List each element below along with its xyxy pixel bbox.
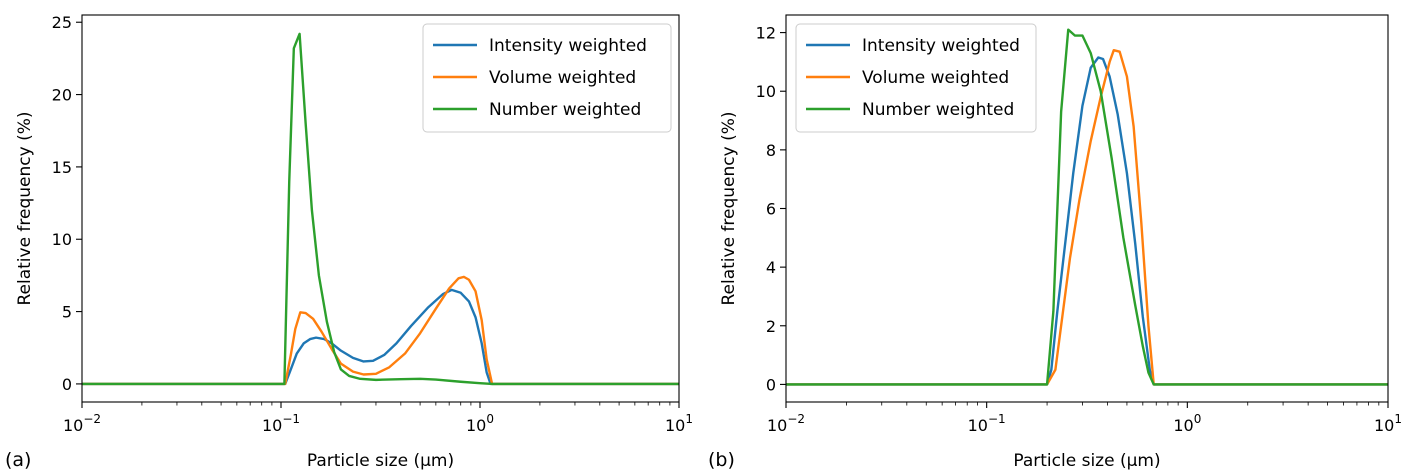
y-tick-label: 0 bbox=[62, 375, 72, 394]
x-axis-label: Particle size (μm) bbox=[1013, 451, 1160, 471]
y-axis-label: Relative frequency (%) bbox=[15, 111, 35, 305]
x-tick-label: 10−2 bbox=[63, 412, 101, 435]
legend-entry: Volume weighted bbox=[489, 68, 636, 88]
y-tick-label: 25 bbox=[52, 13, 72, 32]
y-tick-label: 10 bbox=[756, 82, 776, 101]
legend: Intensity weighted Volume weighted Number … bbox=[422, 23, 672, 133]
x-tick-label: 10−1 bbox=[968, 412, 1006, 435]
x-tick-label: 101 bbox=[665, 412, 693, 435]
y-axis-label: Relative frequency (%) bbox=[719, 111, 739, 305]
chart-panel-2: 10−2 10−1 100 101 0 2 4 6 8 10 12 Particle size (μm… bbox=[708, 14, 1402, 471]
y-tick-label: 10 bbox=[52, 230, 72, 249]
x-tick-label: 101 bbox=[1374, 412, 1402, 435]
y-tick-label: 0 bbox=[766, 375, 776, 394]
x-tick-label: 10−2 bbox=[767, 412, 805, 435]
y-tick-label: 15 bbox=[52, 158, 72, 177]
y-tick-label: 8 bbox=[766, 141, 776, 160]
panel-label: (b) bbox=[708, 449, 735, 471]
x-tick-label: 10−1 bbox=[262, 412, 300, 435]
series-line-1 bbox=[786, 56, 1388, 386]
x-tick-label: 100 bbox=[1173, 412, 1201, 435]
legend-entry: Intensity weighted bbox=[862, 36, 1020, 56]
panel-label: (a) bbox=[5, 449, 31, 471]
y-tick-label: 2 bbox=[766, 317, 776, 336]
legend-entry: Number weighted bbox=[862, 100, 1014, 120]
legend-entry: Number weighted bbox=[489, 100, 641, 120]
y-tick-label: 4 bbox=[766, 258, 776, 277]
legend-entry: Intensity weighted bbox=[489, 36, 647, 56]
chart-panel-1: 10−2 10−1 100 101 0 5 10 15 20 25 Particle size (μ… bbox=[5, 13, 693, 471]
y-tick-label: 12 bbox=[756, 24, 776, 43]
series-line-3 bbox=[786, 28, 1388, 386]
y-tick-label: 5 bbox=[62, 303, 72, 322]
series-line-2 bbox=[82, 275, 679, 386]
plot-frame bbox=[81, 14, 680, 403]
legend-box bbox=[422, 23, 672, 133]
y-tick-label: 6 bbox=[766, 200, 776, 219]
legend-box bbox=[795, 23, 1037, 133]
legend-entry: Volume weighted bbox=[862, 68, 1009, 88]
x-tick-label: 100 bbox=[466, 412, 494, 435]
y-tick-label: 20 bbox=[52, 86, 72, 105]
legend: Intensity weighted Volume weighted Number … bbox=[795, 23, 1037, 133]
x-axis-label: Particle size (μm) bbox=[307, 451, 454, 471]
series-line-1 bbox=[82, 288, 679, 386]
series-line-3 bbox=[82, 32, 679, 386]
series-line-2 bbox=[786, 48, 1388, 386]
